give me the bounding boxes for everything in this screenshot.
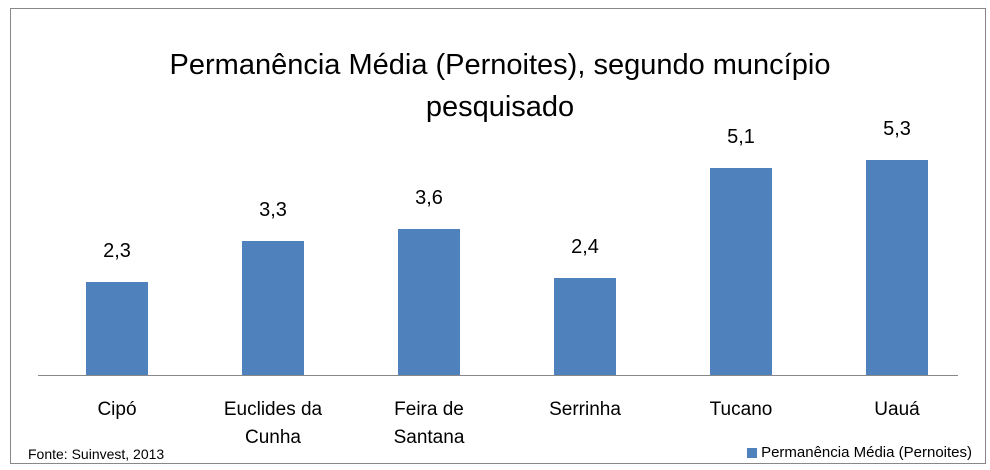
- category-axis: [38, 375, 958, 376]
- data-label: 3,6: [415, 186, 443, 209]
- legend-label: Permanência Média (Pernoites): [761, 444, 972, 461]
- bar: [554, 277, 616, 375]
- x-tick-label: Tucano: [709, 399, 773, 420]
- data-label: 3,3: [259, 199, 287, 222]
- x-tick-label: Uauá: [874, 399, 920, 420]
- chart-title: Permanência Média (Pernoites), segundo m…: [169, 49, 831, 123]
- bar: [710, 167, 772, 375]
- bar: [398, 228, 460, 375]
- legend-swatch: [747, 447, 758, 458]
- x-tick-label: Serrinha: [549, 399, 621, 420]
- data-label: 5,1: [727, 125, 755, 148]
- data-label: 2,4: [571, 235, 599, 258]
- source-note: Fonte: Suinvest, 2013: [28, 446, 165, 462]
- data-label: 2,3: [103, 239, 131, 262]
- legend: Permanência Média (Pernoites): [747, 444, 972, 461]
- x-tick-label: Cipó: [97, 399, 137, 420]
- bar: [866, 159, 928, 375]
- data-label: 5,3: [883, 117, 911, 140]
- bar: [242, 241, 304, 375]
- x-tick-label: Feira de Santana: [393, 399, 465, 448]
- x-tick-label: Euclides da Cunha: [223, 399, 323, 448]
- chart-frame: [10, 8, 986, 464]
- bar: [86, 281, 148, 375]
